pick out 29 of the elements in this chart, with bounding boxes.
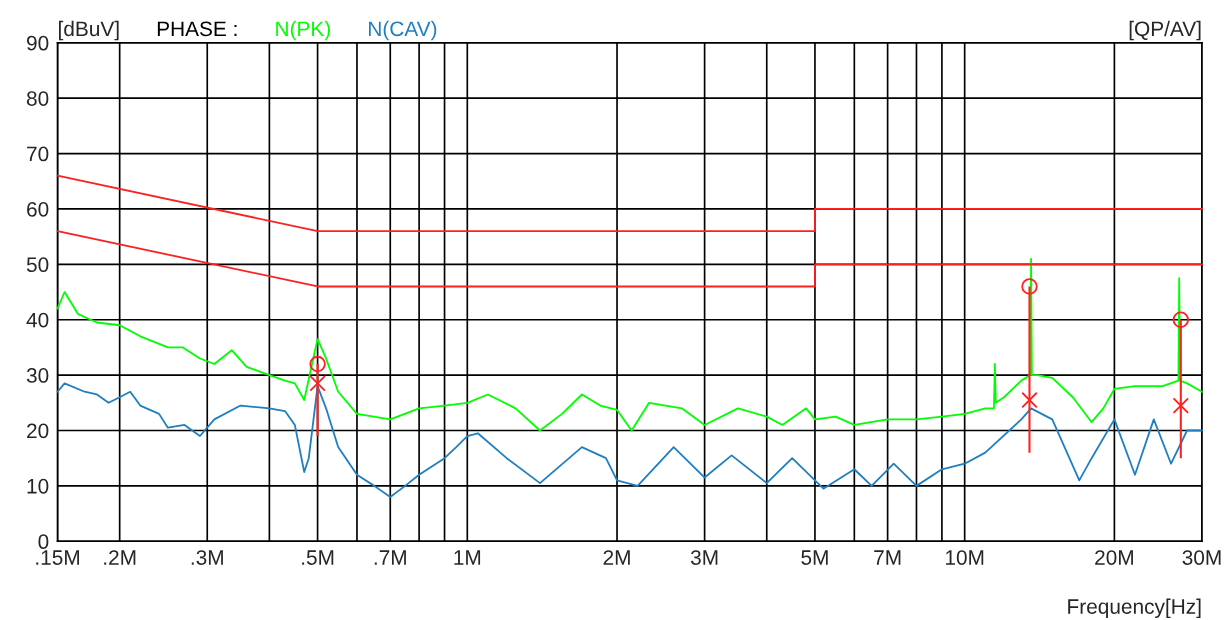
x-tick-label: 2M [603, 550, 630, 565]
x-tick-label: .7M [374, 550, 406, 565]
text: [QP/AV] [1129, 20, 1201, 41]
y-tick-label: 70 [27, 146, 49, 162]
y-tick-label: 10 [27, 478, 49, 494]
y-tick-label: 60 [27, 201, 49, 217]
y-tick-label: 20 [27, 423, 49, 439]
x-tick-label: 7M [874, 550, 901, 565]
legend-title: PHASE : [157, 21, 237, 37]
x-tick-label: .3M [191, 550, 223, 565]
x-tick-label: .15M [36, 550, 79, 565]
y-axis-title: [dBuV] [59, 20, 119, 41]
y-tick-label: 40 [26, 312, 49, 328]
y-tick-label: 30 [26, 368, 49, 383]
text: N(CAV) [369, 20, 437, 41]
text: N(PK) [276, 20, 330, 41]
x-tick-label: 3M [690, 550, 718, 565]
y-tick-label: 80 [26, 91, 49, 106]
x-tick-label: .5M [302, 550, 334, 565]
x-axis-title: Frequency[Hz] [1068, 598, 1201, 619]
y-tick-label: 50 [26, 257, 49, 273]
x-tick-label: 5M [801, 550, 828, 565]
x-tick-label: 10M [945, 550, 984, 565]
x-tick-label: 1M [454, 550, 481, 565]
x-tick-label: 20M [1095, 550, 1133, 565]
x-tick-label: .2M [104, 550, 136, 565]
y-tick-label: 0 [38, 534, 49, 550]
y-tick-label: 90 [27, 35, 49, 51]
x-tick-label: 30M [1182, 550, 1221, 565]
